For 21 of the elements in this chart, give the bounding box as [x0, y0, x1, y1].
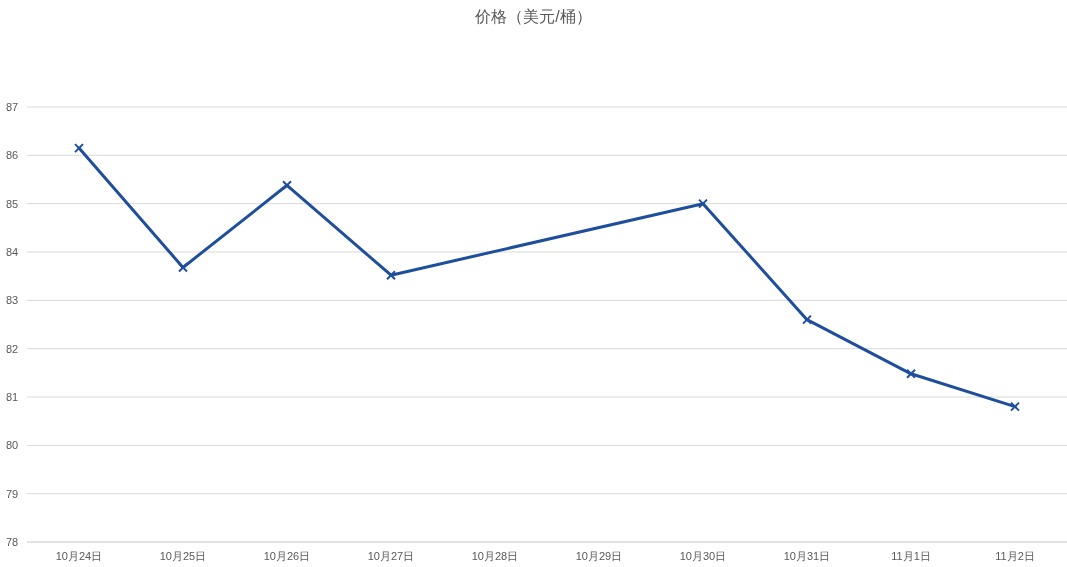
x-tick-label: 10月24日	[55, 550, 103, 562]
chart-title: 价格（美元/桶）	[474, 8, 592, 25]
y-tick-label: 80	[5, 439, 19, 452]
y-tick-label: 86	[5, 149, 19, 162]
y-tick-label: 87	[5, 101, 19, 113]
x-tick-label: 10月28日	[471, 550, 519, 562]
x-tick-label: 11月2日	[995, 550, 1035, 562]
x-tick-label: 11月1日	[891, 550, 931, 562]
x-tick-label: 10月29日	[575, 550, 623, 562]
y-tick-label: 78	[5, 536, 19, 548]
x-tick-label: 10月30日	[679, 550, 727, 562]
y-tick-label: 83	[5, 294, 19, 307]
x-tick-label: 10月31日	[783, 550, 831, 562]
y-tick-label: 85	[5, 197, 19, 210]
y-tick-label: 84	[5, 246, 19, 258]
x-tick-label: 10月26日	[263, 550, 311, 562]
y-tick-label: 82	[5, 342, 19, 355]
y-tick-label: 81	[5, 391, 19, 403]
x-tick-label: 10月27日	[367, 550, 415, 562]
y-tick-label: 79	[5, 487, 19, 500]
x-tick-label: 10月25日	[159, 550, 207, 562]
